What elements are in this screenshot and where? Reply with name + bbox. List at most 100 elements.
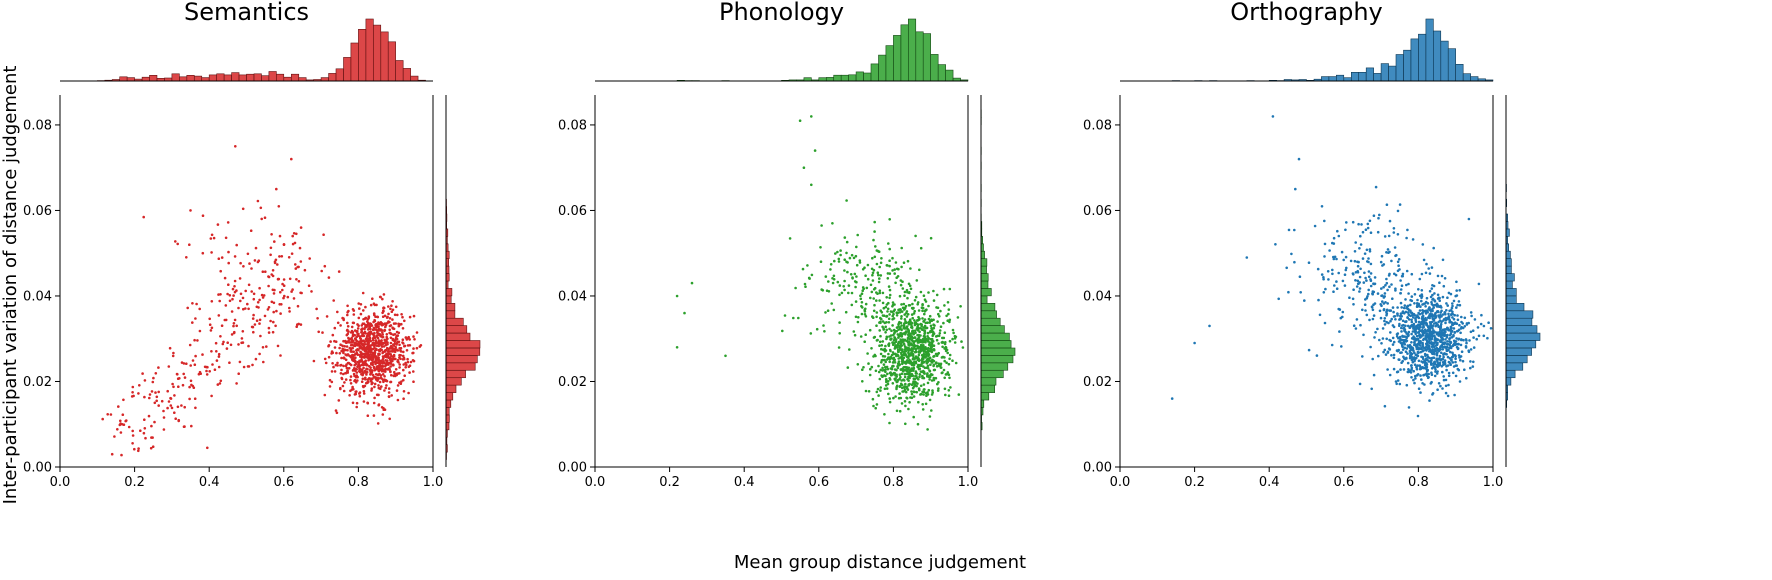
scatter-point [254, 246, 258, 250]
scatter-point [411, 351, 414, 355]
scatter-point [914, 331, 917, 335]
scatter-point [909, 337, 912, 341]
scatter-point [209, 329, 213, 332]
histogram-bar [900, 24, 909, 82]
scatter-point [1453, 354, 1457, 357]
scatter-point [267, 326, 271, 330]
scatter-point [370, 377, 374, 380]
scatter-point [399, 350, 403, 353]
scatter-point [912, 332, 915, 336]
scatter-point [214, 341, 218, 345]
scatter-point [838, 293, 841, 297]
scatter-point [210, 233, 214, 237]
scatter-point [1403, 304, 1407, 307]
scatter-point [1425, 262, 1428, 266]
scatter-point [1436, 310, 1440, 313]
scatter-point [1469, 348, 1473, 351]
scatter-point [939, 309, 942, 313]
scatter-point [190, 383, 193, 387]
scatter-point [926, 321, 929, 325]
scatter-point [1410, 318, 1413, 322]
scatter-point [1433, 374, 1437, 378]
scatter-point [1446, 364, 1450, 367]
scatter-point [911, 348, 914, 352]
scatter-point [1430, 367, 1434, 370]
scatter-point [154, 391, 157, 394]
scatter-point [183, 376, 187, 379]
scatter-point [1463, 325, 1467, 328]
scatter-point [943, 356, 946, 359]
scatter-point [1426, 309, 1429, 313]
scatter-point [261, 346, 265, 349]
scatter-point [939, 366, 943, 369]
scatter-point [361, 353, 364, 356]
scatter-point [1322, 276, 1325, 279]
scatter-point [246, 252, 250, 256]
histogram-bar [365, 18, 374, 82]
scatter-point [946, 301, 950, 304]
histogram-bar [216, 73, 225, 82]
scatter-point [900, 386, 904, 390]
scatter-point [1399, 291, 1402, 295]
scatter-point [947, 389, 951, 392]
scatter-point [379, 368, 383, 372]
scatter-point [948, 353, 952, 357]
scatter-point [1397, 340, 1401, 343]
scatter-point [1380, 254, 1384, 258]
histogram-bar [1403, 49, 1412, 82]
scatter-point [829, 268, 832, 271]
scatter-point [1459, 327, 1463, 330]
scatter-point [801, 267, 805, 271]
histogram-bar [171, 73, 180, 82]
scatter-point [849, 273, 853, 276]
scatter-point [916, 422, 920, 426]
scatter-point [265, 345, 268, 348]
scatter-point [914, 350, 918, 354]
scatter-point [872, 297, 875, 300]
scatter-point [923, 331, 927, 334]
scatter-point [1408, 326, 1411, 330]
scatter-point [881, 366, 884, 370]
scatter-point [1417, 343, 1421, 346]
scatter-point [1470, 314, 1473, 318]
scatter-point [295, 325, 299, 329]
scatter-point [902, 343, 906, 346]
scatter-point [221, 342, 225, 346]
scatter-point [922, 334, 926, 338]
histogram-bar [980, 384, 995, 393]
scatter-point [259, 206, 263, 210]
scatter-point [340, 349, 343, 353]
scatter-point [904, 304, 908, 308]
scatter-point [1340, 250, 1344, 254]
scatter-point [339, 324, 342, 327]
scatter-point [1353, 250, 1357, 253]
scatter-point [1421, 330, 1424, 334]
scatter-point [239, 292, 243, 296]
scatter-point [397, 361, 400, 364]
x-tick-label: 0.8 [348, 475, 369, 490]
scatter-point [1440, 274, 1444, 278]
scatter-point [1477, 334, 1481, 338]
scatter-point [383, 341, 387, 345]
scatter-point [875, 249, 879, 252]
histogram-bar [1505, 332, 1541, 341]
scatter-point [1448, 321, 1452, 324]
scatter-point [837, 257, 841, 261]
scatter-point [1429, 295, 1433, 299]
scatter-point [292, 297, 296, 300]
scatter-point [364, 316, 368, 320]
scatter-point [307, 284, 311, 288]
scatter-point [1369, 272, 1373, 275]
scatter-point [355, 401, 359, 405]
scatter-point [1307, 261, 1311, 265]
scatter-point [1413, 351, 1416, 355]
scatter-point [344, 339, 347, 343]
scatter-point [228, 294, 232, 297]
scatter-point [902, 390, 905, 393]
scatter-point [372, 401, 376, 405]
scatter-point [388, 368, 391, 371]
scatter-point [905, 311, 908, 315]
scatter-point [856, 233, 859, 237]
scatter-point [948, 320, 951, 324]
histogram-bar [275, 73, 285, 82]
